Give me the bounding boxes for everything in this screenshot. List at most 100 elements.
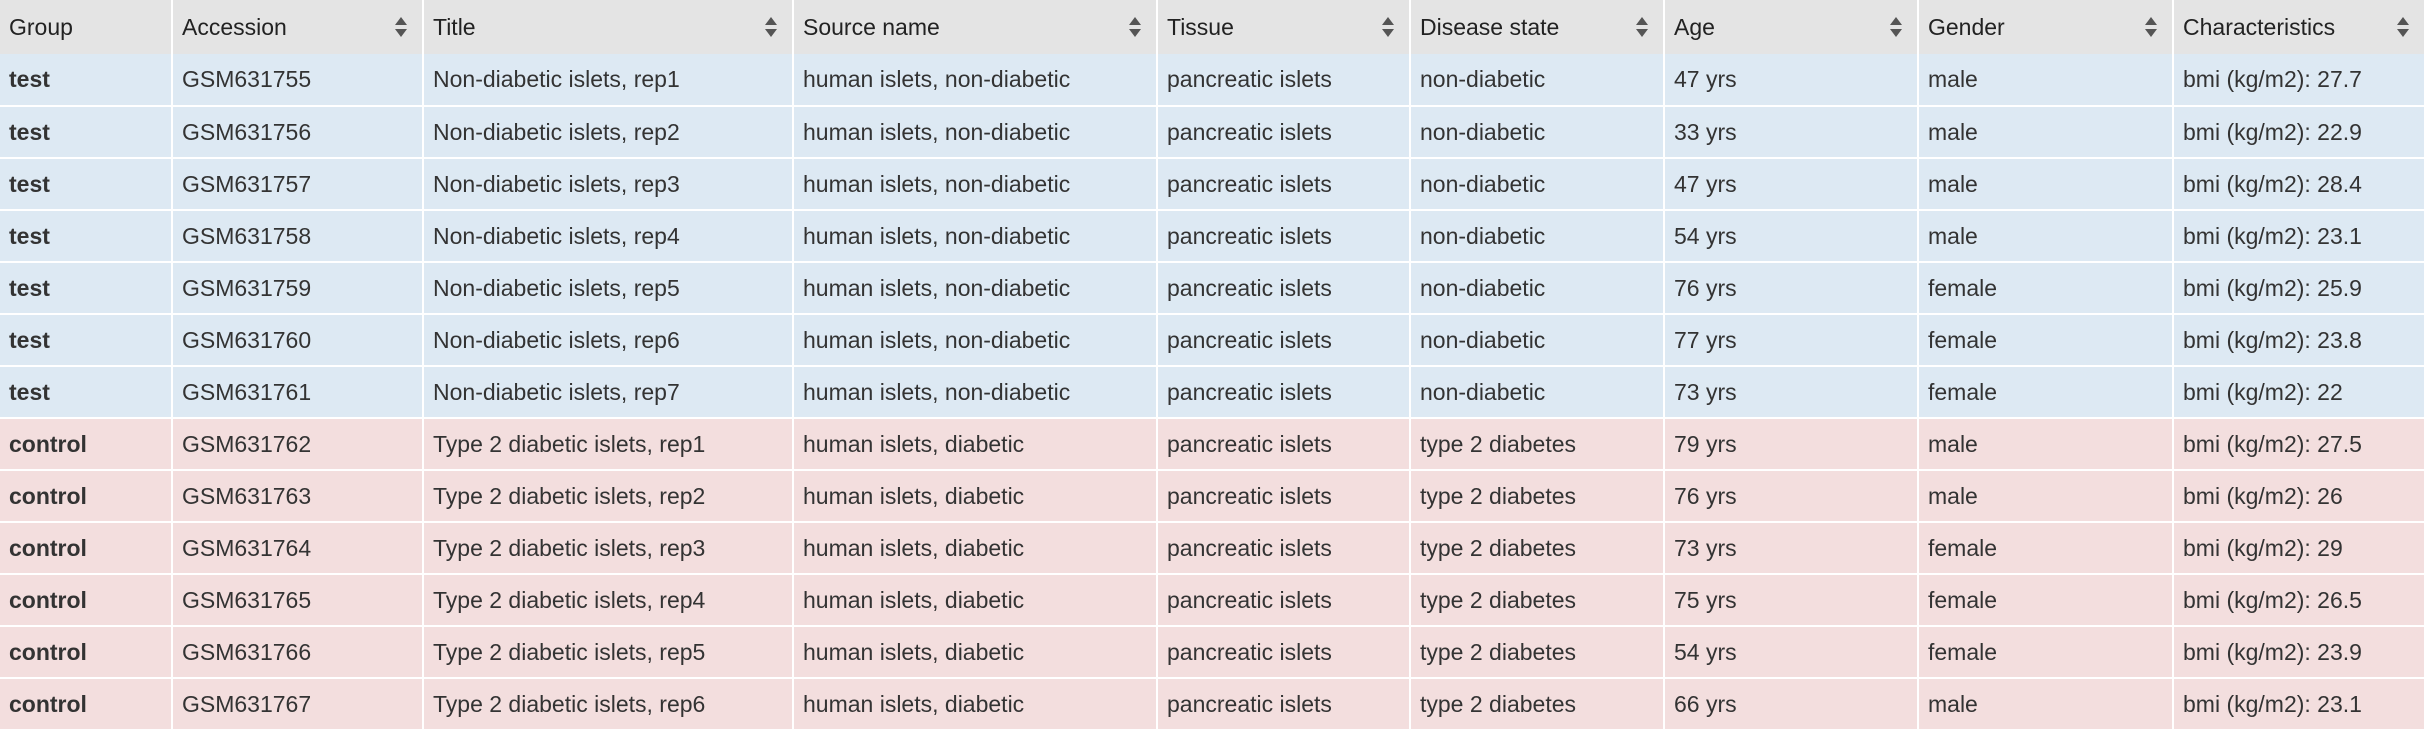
cell-group: test: [0, 54, 173, 107]
cell-group: control: [0, 678, 173, 731]
cell-source-name: human islets, diabetic: [793, 574, 1158, 627]
cell-gender: male: [1918, 210, 2174, 263]
cell-title: Type 2 diabetic islets, rep6: [423, 678, 794, 731]
cell-disease-state: non-diabetic: [1410, 106, 1665, 159]
cell-age: 76 yrs: [1664, 262, 1919, 315]
cell-tissue: pancreatic islets: [1157, 626, 1411, 679]
cell-source-name: human islets, non-diabetic: [793, 210, 1158, 263]
cell-age: 77 yrs: [1664, 314, 1919, 367]
cell-group: control: [0, 522, 173, 575]
sort-up-down-icon[interactable]: [1889, 16, 1903, 38]
cell-gender: female: [1918, 262, 2174, 315]
cell-age: 75 yrs: [1664, 574, 1919, 627]
table-row: test GSM631755 Non-diabetic islets, rep1 hu…: [0, 54, 2424, 107]
column-header-label: Tissue: [1167, 13, 1234, 40]
cell-tissue: pancreatic islets: [1157, 418, 1411, 471]
column-header-title[interactable]: Title: [423, 0, 794, 54]
cell-title: Non-diabetic islets, rep4: [423, 210, 794, 263]
cell-source-name: human islets, non-diabetic: [793, 158, 1158, 211]
table-row: control GSM631767 Type 2 diabetic islets, …: [0, 678, 2424, 731]
cell-group: test: [0, 366, 173, 419]
cell-characteristics: bmi (kg/m2): 26.5: [2173, 574, 2424, 627]
cell-title: Type 2 diabetic islets, rep2: [423, 470, 794, 523]
table-row: test GSM631757 Non-diabetic islets, rep3 hu…: [0, 158, 2424, 211]
cell-accession: GSM631755: [172, 54, 424, 107]
cell-accession: GSM631764: [172, 522, 424, 575]
table-row: control GSM631765 Type 2 diabetic islets, …: [0, 574, 2424, 627]
sort-up-down-icon[interactable]: [394, 16, 408, 38]
column-header-group: Group: [0, 0, 173, 54]
cell-disease-state: type 2 diabetes: [1410, 574, 1665, 627]
cell-characteristics: bmi (kg/m2): 23.1: [2173, 210, 2424, 263]
cell-characteristics: bmi (kg/m2): 27.7: [2173, 54, 2424, 107]
cell-group: control: [0, 418, 173, 471]
cell-gender: male: [1918, 470, 2174, 523]
cell-tissue: pancreatic islets: [1157, 262, 1411, 315]
column-header-label: Accession: [182, 13, 287, 40]
table-row: control GSM631766 Type 2 diabetic islets, …: [0, 626, 2424, 679]
cell-disease-state: non-diabetic: [1410, 262, 1665, 315]
column-header-label: Disease state: [1420, 13, 1560, 40]
column-header-gender[interactable]: Gender: [1918, 0, 2174, 54]
column-header-tissue[interactable]: Tissue: [1157, 0, 1411, 54]
cell-age: 54 yrs: [1664, 626, 1919, 679]
column-header-label: Characteristics: [2183, 13, 2336, 40]
cell-age: 76 yrs: [1664, 470, 1919, 523]
column-header-characteristics[interactable]: Characteristics: [2173, 0, 2424, 54]
cell-characteristics: bmi (kg/m2): 25.9: [2173, 262, 2424, 315]
cell-source-name: human islets, diabetic: [793, 522, 1158, 575]
cell-age: 47 yrs: [1664, 158, 1919, 211]
column-header-age[interactable]: Age: [1664, 0, 1919, 54]
cell-accession: GSM631759: [172, 262, 424, 315]
cell-tissue: pancreatic islets: [1157, 158, 1411, 211]
cell-tissue: pancreatic islets: [1157, 470, 1411, 523]
cell-disease-state: non-diabetic: [1410, 54, 1665, 107]
cell-age: 33 yrs: [1664, 106, 1919, 159]
cell-disease-state: non-diabetic: [1410, 314, 1665, 367]
table-row: test GSM631759 Non-diabetic islets, rep5 hu…: [0, 262, 2424, 315]
sort-up-down-icon[interactable]: [2144, 16, 2158, 38]
cell-tissue: pancreatic islets: [1157, 210, 1411, 263]
sort-up-down-icon[interactable]: [1635, 16, 1649, 38]
column-header-disease-state[interactable]: Disease state: [1410, 0, 1665, 54]
sort-up-down-icon[interactable]: [764, 16, 778, 38]
cell-tissue: pancreatic islets: [1157, 314, 1411, 367]
cell-accession: GSM631767: [172, 678, 424, 731]
table-row: control GSM631762 Type 2 diabetic islets, …: [0, 418, 2424, 471]
cell-characteristics: bmi (kg/m2): 23.9: [2173, 626, 2424, 679]
cell-characteristics: bmi (kg/m2): 26: [2173, 470, 2424, 523]
cell-gender: male: [1918, 418, 2174, 471]
cell-characteristics: bmi (kg/m2): 23.1: [2173, 678, 2424, 731]
cell-gender: male: [1918, 54, 2174, 107]
cell-accession: GSM631760: [172, 314, 424, 367]
cell-gender: male: [1918, 158, 2174, 211]
cell-tissue: pancreatic islets: [1157, 106, 1411, 159]
cell-group: test: [0, 158, 173, 211]
cell-disease-state: type 2 diabetes: [1410, 470, 1665, 523]
cell-accession: GSM631756: [172, 106, 424, 159]
cell-gender: male: [1918, 106, 2174, 159]
cell-tissue: pancreatic islets: [1157, 678, 1411, 731]
column-header-source-name[interactable]: Source name: [793, 0, 1158, 54]
cell-disease-state: type 2 diabetes: [1410, 626, 1665, 679]
cell-source-name: human islets, diabetic: [793, 678, 1158, 731]
cell-characteristics: bmi (kg/m2): 29: [2173, 522, 2424, 575]
cell-title: Type 2 diabetic islets, rep4: [423, 574, 794, 627]
cell-gender: female: [1918, 314, 2174, 367]
table-body: test GSM631755 Non-diabetic islets, rep1 hu…: [0, 54, 2424, 731]
sort-up-down-icon[interactable]: [1381, 16, 1395, 38]
cell-group: control: [0, 626, 173, 679]
cell-characteristics: bmi (kg/m2): 22: [2173, 366, 2424, 419]
column-header-accession[interactable]: Accession: [172, 0, 424, 54]
cell-accession: GSM631761: [172, 366, 424, 419]
sort-up-down-icon[interactable]: [1128, 16, 1142, 38]
cell-disease-state: non-diabetic: [1410, 158, 1665, 211]
header-row: Group Accession Title Source name Tissue Dise…: [0, 0, 2424, 54]
cell-tissue: pancreatic islets: [1157, 54, 1411, 107]
cell-age: 47 yrs: [1664, 54, 1919, 107]
sort-up-down-icon[interactable]: [2396, 16, 2410, 38]
cell-characteristics: bmi (kg/m2): 22.9: [2173, 106, 2424, 159]
column-header-label: Age: [1674, 13, 1715, 40]
cell-tissue: pancreatic islets: [1157, 366, 1411, 419]
column-header-label: Gender: [1928, 13, 2005, 40]
